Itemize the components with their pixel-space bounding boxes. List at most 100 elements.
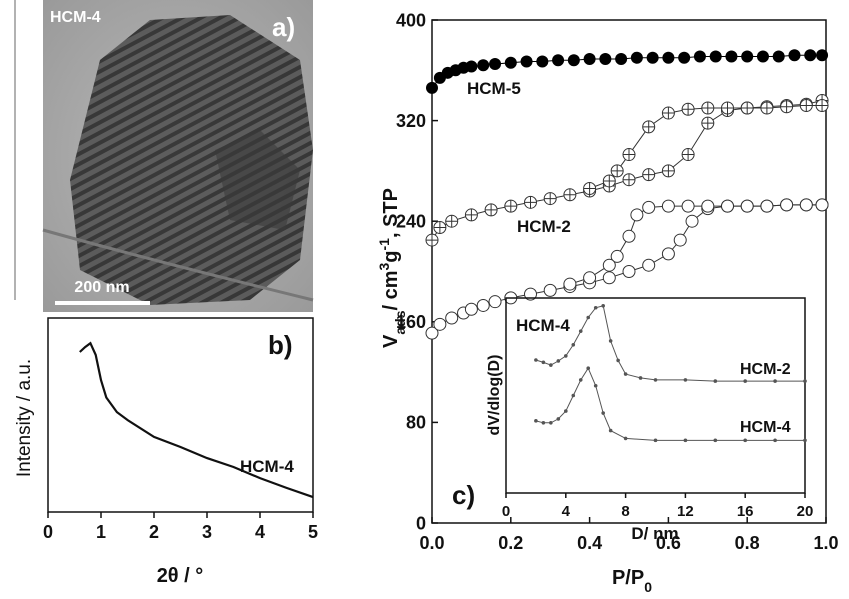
point bbox=[556, 359, 561, 363]
point bbox=[543, 192, 557, 206]
x-tick-label: 20 bbox=[797, 503, 814, 520]
point bbox=[661, 106, 675, 120]
point bbox=[661, 199, 675, 213]
scale-bar-label: 200 nm bbox=[74, 279, 129, 296]
point bbox=[578, 329, 583, 333]
point bbox=[653, 438, 658, 443]
y-tick-label: 240 bbox=[396, 212, 426, 232]
point bbox=[713, 438, 718, 443]
point-cross bbox=[611, 164, 624, 177]
y-axis-title: Vads/ cm3g-1, STP bbox=[376, 188, 408, 348]
point bbox=[602, 174, 616, 188]
point bbox=[673, 233, 687, 247]
y-axis-title-part: -1 bbox=[376, 238, 392, 251]
point bbox=[433, 317, 447, 331]
y-axis-title-part: , STP bbox=[380, 188, 402, 238]
point bbox=[563, 277, 577, 291]
x-tick-label: 4 bbox=[562, 503, 571, 520]
point bbox=[476, 298, 490, 312]
point bbox=[630, 51, 643, 64]
point bbox=[445, 311, 459, 325]
point-cross bbox=[816, 99, 829, 112]
point bbox=[773, 438, 777, 443]
point bbox=[464, 208, 478, 222]
x-axis-title-part: P/P bbox=[612, 567, 644, 589]
point bbox=[701, 101, 715, 115]
y-axis-title: dV/dlog(D) bbox=[486, 355, 503, 436]
point bbox=[571, 343, 576, 347]
point bbox=[773, 379, 777, 383]
point bbox=[678, 51, 691, 64]
point bbox=[741, 50, 754, 63]
point bbox=[602, 258, 616, 272]
point-cross bbox=[583, 182, 596, 195]
point bbox=[799, 198, 813, 212]
point bbox=[622, 265, 636, 278]
point bbox=[425, 326, 439, 340]
point bbox=[524, 195, 537, 209]
y-axis-title-part: g bbox=[380, 250, 402, 262]
panel-label: a) bbox=[272, 12, 295, 42]
point bbox=[642, 120, 656, 134]
x-axis-title: D/ nm bbox=[631, 524, 678, 543]
x-tick-label: 12 bbox=[677, 503, 694, 520]
point bbox=[552, 54, 565, 67]
x-tick-label: 2 bbox=[149, 522, 159, 542]
panel-label: c) bbox=[452, 480, 475, 510]
x-tick-label: 0.6 bbox=[656, 533, 681, 553]
point bbox=[740, 101, 754, 115]
point bbox=[616, 358, 620, 363]
point-cross bbox=[603, 174, 616, 187]
point bbox=[622, 148, 636, 162]
point bbox=[534, 358, 538, 362]
point-cross bbox=[701, 102, 714, 115]
point bbox=[772, 50, 785, 63]
point bbox=[578, 378, 583, 382]
point bbox=[740, 199, 754, 213]
point bbox=[701, 199, 715, 213]
point bbox=[642, 168, 656, 182]
point bbox=[661, 164, 675, 178]
point bbox=[760, 199, 774, 213]
point bbox=[780, 198, 794, 212]
y-tick-label: 320 bbox=[396, 111, 426, 131]
point bbox=[608, 428, 613, 433]
x-tick-label: 5 bbox=[308, 522, 318, 542]
series-label: HCM-4 bbox=[740, 419, 791, 436]
point bbox=[608, 339, 613, 343]
y-tick-label: 80 bbox=[406, 413, 426, 433]
x-tick-label: 1 bbox=[96, 522, 106, 542]
point bbox=[804, 49, 817, 62]
point bbox=[642, 200, 656, 214]
x-tick-label: 0 bbox=[502, 503, 510, 520]
y-axis-title-part: 3 bbox=[376, 262, 392, 270]
point bbox=[725, 50, 738, 63]
point bbox=[445, 214, 459, 228]
point bbox=[586, 366, 591, 371]
x-tick-label: 8 bbox=[621, 503, 629, 520]
point bbox=[638, 376, 643, 380]
plot-frame bbox=[47, 317, 314, 513]
plot-frame bbox=[431, 19, 827, 524]
y-tick-label: 400 bbox=[396, 10, 426, 30]
point bbox=[563, 188, 577, 202]
point bbox=[661, 247, 675, 261]
point bbox=[721, 101, 734, 115]
image-sample-label: HCM-4 bbox=[50, 9, 101, 26]
x-axis-title: 2θ / ° bbox=[157, 565, 204, 587]
point bbox=[683, 378, 688, 382]
tem-image: HCM-4 a) 200 nm bbox=[42, 0, 314, 312]
point bbox=[630, 208, 644, 222]
point bbox=[543, 283, 557, 297]
x-tick-label: 0 bbox=[43, 522, 53, 542]
point-cross bbox=[544, 192, 557, 205]
point bbox=[477, 59, 490, 72]
point bbox=[803, 379, 807, 383]
point-cross bbox=[800, 99, 813, 112]
point bbox=[610, 249, 624, 263]
series-label: HCM-5 bbox=[467, 79, 521, 98]
x-tick-label: 1.0 bbox=[813, 533, 838, 553]
point bbox=[556, 417, 561, 421]
point-cross bbox=[780, 100, 793, 113]
